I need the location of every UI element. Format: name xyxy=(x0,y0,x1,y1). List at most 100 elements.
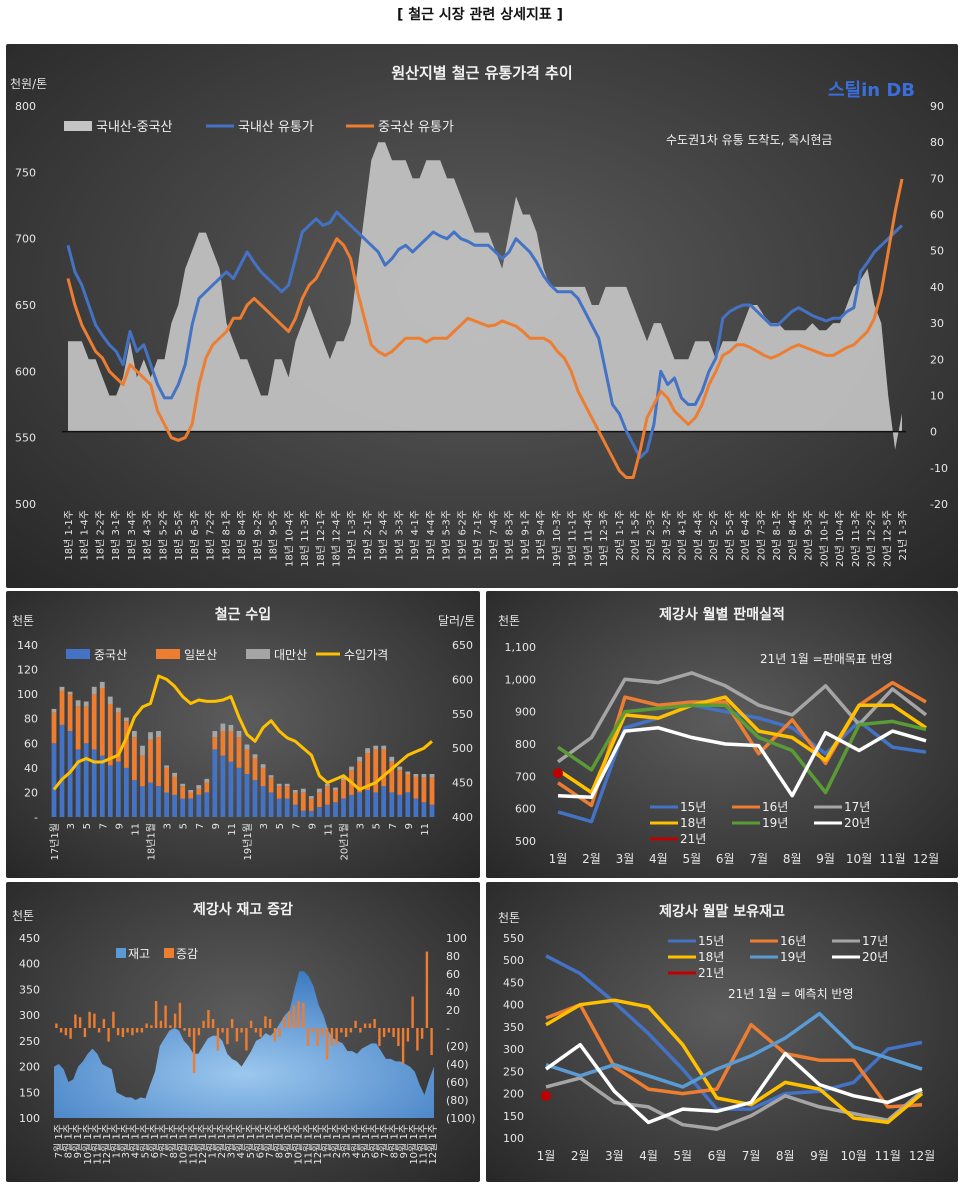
y-tick-label: 750 xyxy=(15,166,36,179)
legend-label: 일본산 xyxy=(184,648,217,662)
x-tick-label: 2월 xyxy=(582,852,601,866)
series-line-17년 xyxy=(545,1076,924,1131)
x-tick-label: 9 xyxy=(114,823,125,829)
x-tick-label: 21년 1-3주 xyxy=(897,510,909,561)
bar-china xyxy=(140,786,145,817)
bar-japan xyxy=(276,786,282,799)
series-line-18년 xyxy=(545,998,924,1125)
x-tick-label: 2월 1주 xyxy=(216,1124,228,1158)
x-tick-label: 3월 xyxy=(605,1149,624,1163)
x-tick-label: 20년 8-4주 xyxy=(787,510,799,561)
x-tick-label: 8월 1주 xyxy=(274,1124,286,1158)
x-tick-label: 19년 6-2주 xyxy=(456,510,468,561)
y-tick-label: 20 xyxy=(24,786,38,799)
y-axis-label: 천톤 xyxy=(498,613,520,628)
bar-taiwan xyxy=(349,766,354,771)
bar-japan xyxy=(180,786,186,799)
bar-japan xyxy=(244,749,250,774)
bar-japan xyxy=(124,721,129,768)
y-tick-label: 300 xyxy=(19,1009,40,1022)
y-tick-label: 100 xyxy=(503,1132,524,1145)
legend-label: 중국산 유통가 xyxy=(378,120,454,135)
bar-china xyxy=(389,792,395,817)
y-tick-label: 800 xyxy=(515,738,536,751)
y-tick-label: 40 xyxy=(24,762,38,775)
x-tick-label: 18년 12-4주 xyxy=(331,510,343,567)
bar-change xyxy=(283,1017,286,1028)
chart-title: 제강사 월말 보유재고 xyxy=(659,903,785,920)
series-point-21 xyxy=(553,768,563,779)
bar-change xyxy=(378,1028,381,1046)
bar-taiwan xyxy=(180,783,186,787)
legend-swatch xyxy=(66,649,90,659)
x-tick-label: 19년 9-1주 xyxy=(519,510,531,561)
x-tick-label: 18년 2-2주 xyxy=(94,510,106,561)
x-tick-label: 12월 1주 xyxy=(197,1124,209,1165)
x-tick-label: 3월 1주 xyxy=(341,1124,353,1158)
bar-japan xyxy=(421,777,427,803)
bar-china xyxy=(132,780,137,817)
legend-label: 수입가격 xyxy=(344,648,388,662)
y-tick-label: 150 xyxy=(19,1086,40,1099)
annotation: 수도권1차 유통 도착도, 즉시현금 xyxy=(666,133,832,147)
y2-tick-label: 600 xyxy=(452,673,473,686)
bar-japan xyxy=(341,780,346,799)
bar-change xyxy=(373,1019,376,1028)
bar-taiwan xyxy=(148,732,153,740)
x-tick-label: 8월 1주 xyxy=(63,1124,75,1158)
y-tick-label: 100 xyxy=(19,1112,40,1125)
x-tick-label: 7월 xyxy=(749,852,768,866)
x-tick-label: 2월 1주 xyxy=(331,1124,343,1158)
x-tick-label: 3월 xyxy=(616,852,635,866)
chart-title: 철근 수입 xyxy=(215,607,271,623)
bar-china xyxy=(196,794,202,817)
annotation: 21년 1월 =판매목표 반영 xyxy=(760,652,893,666)
x-tick-label: 9월 1주 xyxy=(72,1124,84,1158)
y-tick-label: 200 xyxy=(19,1061,40,1074)
x-tick-label: 20년 4-1주 xyxy=(677,510,689,561)
x-tick-label: 20년 1-1주 xyxy=(614,510,626,561)
bar-taiwan xyxy=(357,756,362,762)
x-tick-label: 3 xyxy=(259,823,270,829)
y-tick-label: 900 xyxy=(515,706,536,719)
x-tick-label: 4월 1주 xyxy=(130,1124,142,1158)
bar-change xyxy=(416,1028,419,1051)
bar-change xyxy=(240,1028,243,1033)
y2-tick-label: (20) xyxy=(446,1040,469,1053)
y-axis-label: 천원/톤 xyxy=(10,76,47,91)
legend-label: 17년 xyxy=(862,934,888,948)
legend-label: 18년 xyxy=(680,816,706,830)
x-tick-label: 5월 1주 xyxy=(245,1124,257,1158)
bar-change xyxy=(183,1028,186,1031)
bar-change xyxy=(249,1020,253,1028)
bar-change xyxy=(93,1013,96,1028)
bar-taiwan xyxy=(140,745,145,756)
y-tick-label: 800 xyxy=(15,100,36,113)
bar-japan xyxy=(51,712,57,744)
x-tick-label: 4월 xyxy=(639,1149,658,1163)
x-tick-label: 20년 5-5주 xyxy=(724,510,736,561)
legend-label: 16년 xyxy=(762,800,788,814)
bar-taiwan xyxy=(228,724,234,731)
x-tick-label: 20년 1-5주 xyxy=(629,510,641,561)
x-tick-label: 4월 1주 xyxy=(350,1124,362,1158)
bar-taiwan xyxy=(381,745,387,750)
legend-label: 15년 xyxy=(698,934,724,948)
legend-swatch xyxy=(64,121,92,131)
bar-japan xyxy=(317,792,322,808)
bar-change xyxy=(126,1028,129,1033)
bar-change xyxy=(202,1020,205,1028)
bar-china xyxy=(172,794,177,817)
bar-taiwan xyxy=(99,681,105,688)
bar-china xyxy=(308,810,314,817)
bar-change xyxy=(425,951,429,1028)
legend-label: 재고 xyxy=(128,947,150,961)
x-tick-label: 19년 7-4주 xyxy=(488,510,500,561)
bar-change xyxy=(321,1028,324,1036)
y2-tick-label: 400 xyxy=(452,811,473,824)
x-tick-label: 18년1월 xyxy=(146,823,158,861)
x-tick-label: 6월 xyxy=(716,852,735,866)
y-tick-label: 1,000 xyxy=(505,673,537,686)
bar-taiwan xyxy=(83,701,89,707)
y2-tick-label: (60) xyxy=(446,1076,469,1089)
